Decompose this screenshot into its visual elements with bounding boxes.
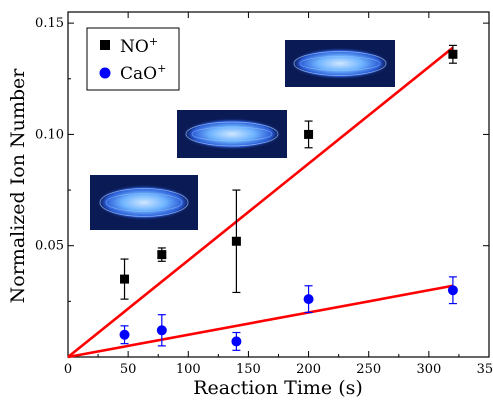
x-tick-label: 350 [477,362,493,377]
legend-marker-cao [99,67,111,79]
ion-crystal-image [177,110,287,158]
fit-line-cao [67,284,454,359]
x-tick-label: 150 [236,362,261,377]
ion-crystal-image [90,175,198,230]
legend-marker-no [100,40,110,50]
tick-labels: 0 50 100 150 200 250 300 350 0.05 0.10 0.15 [35,16,493,377]
legend-box [86,27,180,91]
x-tick-label: 100 [176,362,201,377]
x-tick-label: 300 [416,362,441,377]
data-point-no [120,274,130,284]
x-tick-label: 50 [120,362,137,377]
legend-label-no: NO+ [120,35,158,57]
axis-ticks [67,12,490,357]
data-points [119,44,458,351]
data-point-no [448,49,458,59]
x-tick-label: 200 [296,362,321,377]
ion-crystal-images [90,40,395,230]
y-tick-label: 0.05 [35,239,64,254]
fit-line-no [67,46,454,359]
data-point-cao [156,325,167,336]
x-tick-label: 0 [64,362,72,377]
y-tick-label: 0.15 [35,16,64,31]
data-point-cao [231,336,242,347]
data-point-no [304,129,314,139]
data-point-no [231,236,241,246]
data-point-no [157,250,167,260]
data-point-cao [303,294,314,305]
legend-label-cao: CaO+ [120,62,166,84]
data-point-cao [119,329,130,340]
x-axis-title: Reaction Time (s) [193,377,363,399]
y-tick-label: 0.10 [35,127,64,142]
x-tick-label: 250 [356,362,381,377]
data-point-cao [447,285,458,296]
fit-lines [67,46,454,359]
y-axis-title: Normalized Ion Number [7,68,29,304]
ion-crystal-image [285,40,395,87]
legend: NO+ CaO+ [86,27,180,91]
